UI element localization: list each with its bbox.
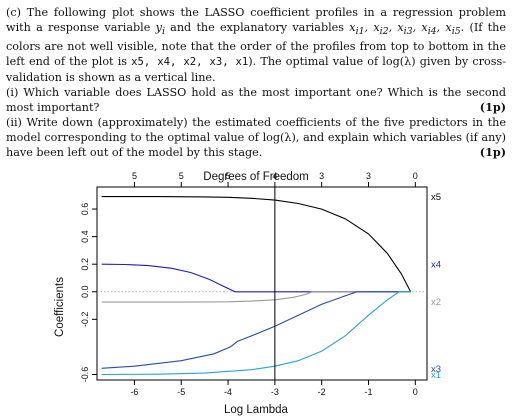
response-variable: yi <box>155 21 165 38</box>
part-i-text: (i) Which variable does LASSO hold as th… <box>6 86 506 115</box>
x-tick-label: -6 <box>130 387 138 397</box>
intro-part-2: and the explanatory variables <box>164 21 350 34</box>
explanatory-variables: xi1, xi2, xi3, xi4, xi5 <box>349 21 461 38</box>
intro-part-1: (c) The following plot shows the LASSO c… <box>6 6 506 34</box>
x-tick-label: 0 <box>413 387 418 397</box>
label-x1: x1 <box>431 370 441 381</box>
part-ii-text: (ii) Write down (approximately) the esti… <box>6 116 506 160</box>
label-x3: x3 <box>431 364 441 375</box>
profile-x1 <box>101 291 411 376</box>
profile-order: x5, x4, x2, x3, x1 <box>131 56 249 69</box>
y-tick-label: 0.0 <box>80 286 90 299</box>
label-x2: x2 <box>431 297 441 308</box>
question-text: (c) The following plot shows the LASSO c… <box>6 5 506 160</box>
x-tick-label: -1 <box>364 387 372 397</box>
lasso-coefficient-plot: Degrees of Freedom Log Lambda Coefficien… <box>54 171 441 416</box>
plot-frame <box>96 186 428 381</box>
top-tick-label: 5 <box>226 171 231 181</box>
question-part-ii: (ii) Write down (approximately) the esti… <box>6 115 506 160</box>
x-tick-label: -4 <box>224 387 232 397</box>
label-x5: x5 <box>431 192 441 203</box>
intro-part-3: . (If the colors are not well visible, n… <box>6 21 506 69</box>
profile-x3 <box>101 291 411 369</box>
intro-part-4: ). The optimal value of log(λ) given by … <box>6 55 506 85</box>
top-tick-label: 3 <box>319 171 324 181</box>
profile-x2 <box>101 291 411 303</box>
chart-title: Degrees of Freedom <box>203 171 308 183</box>
top-tick-label: 3 <box>366 171 371 181</box>
y-tick-label: -0.6 <box>80 367 90 383</box>
plot-area: -6 -5 -4 -3 -2 -1 0 5 5 5 4 3 3 0 -0.6 -0.2 0.0 0.2 0.4 0.6… <box>80 171 441 397</box>
top-tick-label: 0 <box>413 171 418 181</box>
top-tick-label: 5 <box>179 171 184 181</box>
profile-x5 <box>101 196 412 293</box>
x-axis-label: Log Lambda <box>224 404 289 416</box>
label-x4: x4 <box>431 260 441 271</box>
top-tick-label: 4 <box>272 171 277 181</box>
y-tick-label: 0.6 <box>80 203 90 216</box>
part-ii-marks: (1p) <box>479 145 506 160</box>
top-tick-label: 5 <box>132 171 137 181</box>
y-axis-label: Coefficients <box>54 277 66 337</box>
profile-x4 <box>101 263 411 293</box>
question-intro: (c) The following plot shows the LASSO c… <box>6 5 506 85</box>
x-tick-label: -3 <box>271 387 279 397</box>
y-tick-label: 0.2 <box>80 258 90 271</box>
part-i-marks: (1p) <box>479 100 506 115</box>
x-tick-label: -5 <box>177 387 185 397</box>
x-tick-label: -2 <box>318 387 326 397</box>
question-part-i: (i) Which variable does LASSO hold as th… <box>6 85 506 115</box>
y-tick-label: -0.2 <box>80 312 90 328</box>
y-tick-label: 0.4 <box>80 230 90 243</box>
